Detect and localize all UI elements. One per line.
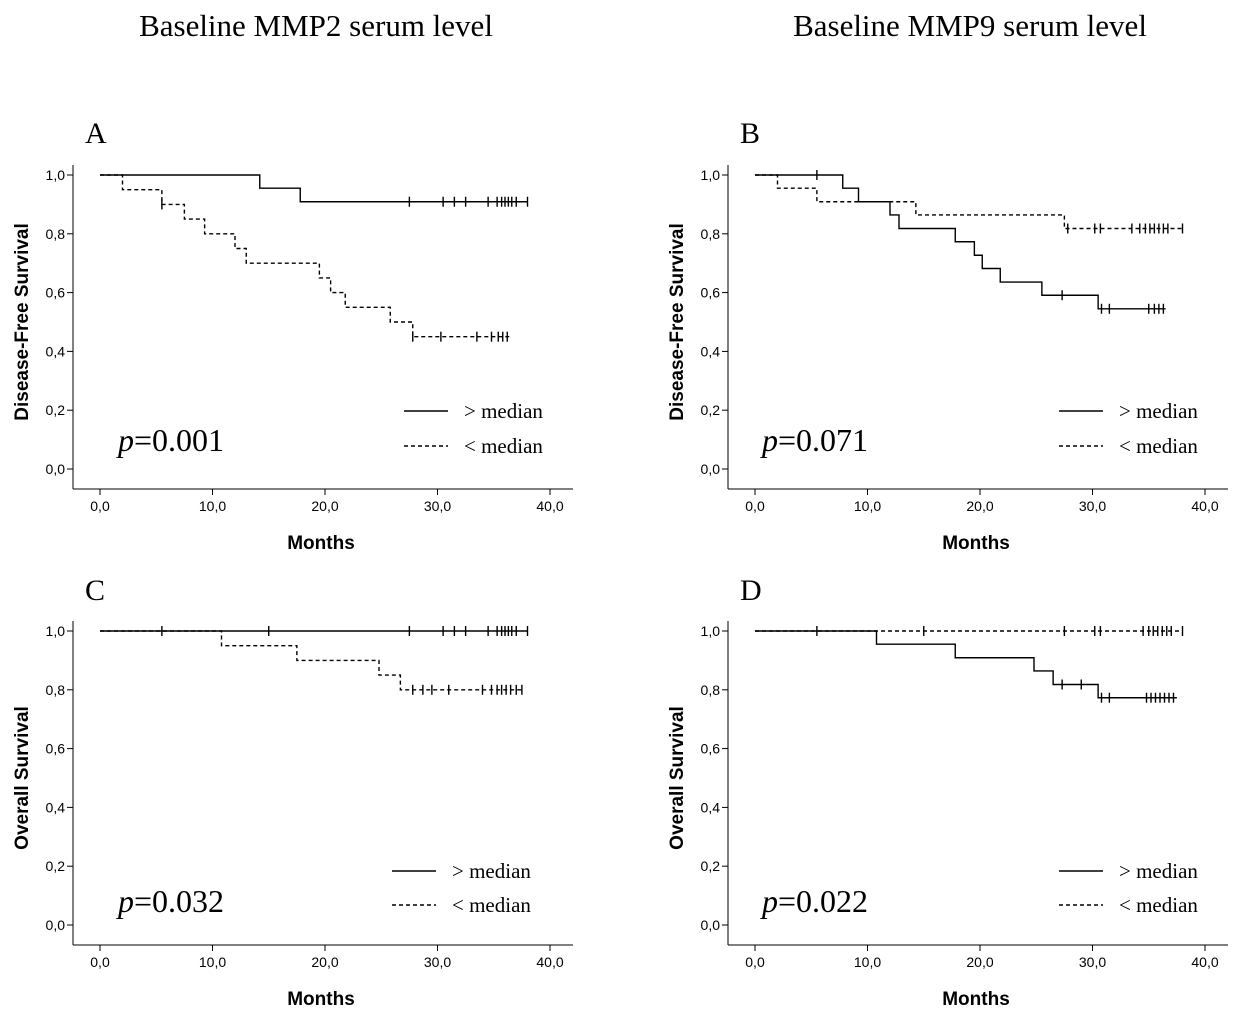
series-line-below-median	[755, 174, 1183, 230]
panel-a: A 0,0 0,2 0,4 0,6 0,8 1,0 0,0 10,0 20,0 30,0 40,0 Mo…	[12, 117, 573, 554]
x-tick-label: 0,0	[745, 954, 765, 970]
p-value: =0.032	[134, 883, 224, 919]
legend-label: < median	[1119, 434, 1198, 458]
column-title-mmp2: Baseline MMP2 serum level	[139, 8, 493, 43]
x-tick-label: 10,0	[854, 954, 881, 970]
y-tick-label: 0,2	[46, 402, 66, 418]
legend-label: > median	[452, 859, 531, 883]
p-symbol: p	[760, 883, 778, 919]
y-tick-label: 0,2	[46, 858, 66, 874]
y-tick-label: 0,8	[46, 226, 66, 242]
x-tick-label: 20,0	[311, 498, 338, 514]
p-symbol: p	[116, 422, 134, 458]
y-tick-label: 0,6	[701, 741, 721, 757]
series-line-above-median	[100, 174, 528, 203]
panel-c: C 0,0 0,2 0,4 0,6 0,8 1,0 0,0 10,0 20,0 30,0 40,0 Mo…	[12, 574, 573, 1009]
column-title-mmp9: Baseline MMP9 serum level	[793, 8, 1147, 43]
y-tick-label: 1,0	[701, 167, 721, 183]
y-tick-label: 0,0	[46, 917, 66, 933]
p-symbol: p	[116, 883, 134, 919]
x-tick-label: 20,0	[311, 954, 338, 970]
y-tick-label: 0,4	[46, 799, 66, 815]
y-tick-label: 0,6	[46, 285, 66, 301]
y-tick-label: 0,8	[701, 226, 721, 242]
legend-label: > median	[464, 399, 543, 423]
x-tick-label: 30,0	[1079, 498, 1106, 514]
y-tick-label: 0,2	[701, 402, 721, 418]
p-value: =0.071	[778, 422, 868, 458]
y-tick-label: 0,4	[701, 343, 721, 359]
x-axis-label: Months	[942, 989, 1010, 1009]
x-tick-label: 30,0	[424, 498, 451, 514]
y-tick-label: 1,0	[701, 623, 721, 639]
y-tick-label: 1,0	[46, 167, 66, 183]
p-symbol: p	[760, 422, 778, 458]
x-tick-label: 20,0	[966, 954, 993, 970]
x-tick-label: 10,0	[199, 954, 226, 970]
panel-label: B	[740, 117, 760, 150]
series-line-above-median	[755, 630, 1177, 699]
y-tick-label: 0,8	[701, 682, 721, 698]
y-tick-label: 0,8	[46, 682, 66, 698]
x-axis-label: Months	[287, 533, 355, 554]
series-line-below-median	[100, 630, 522, 691]
x-tick-label: 0,0	[745, 498, 765, 514]
panel-d: D 0,0 0,2 0,4 0,6 0,8 1,0 0,0 10,0 20,0 30,0 40,0 Mo…	[667, 574, 1228, 1009]
p-value-label: p=0.022	[760, 883, 868, 919]
x-tick-label: 40,0	[1191, 954, 1218, 970]
legend-label: < median	[452, 893, 531, 917]
legend-label: > median	[1119, 399, 1198, 423]
legend-label: < median	[1119, 893, 1198, 917]
y-tick-label: 1,0	[46, 623, 66, 639]
p-value-label: p=0.001	[116, 422, 224, 458]
panel-label: A	[85, 117, 107, 150]
y-tick-label: 0,6	[701, 285, 721, 301]
p-value: =0.022	[778, 883, 868, 919]
x-tick-label: 0,0	[90, 954, 110, 970]
y-tick-label: 0,0	[701, 917, 721, 933]
series-line-above-median	[755, 174, 1166, 310]
x-tick-label: 20,0	[966, 498, 993, 514]
y-tick-label: 0,0	[46, 461, 66, 477]
legend-label: < median	[464, 434, 543, 458]
x-tick-label: 10,0	[854, 498, 881, 514]
x-tick-label: 40,0	[536, 498, 563, 514]
x-tick-label: 10,0	[199, 498, 226, 514]
x-tick-label: 30,0	[424, 954, 451, 970]
y-axis-label: Overall Survival	[667, 706, 688, 850]
p-value-label: p=0.032	[116, 883, 224, 919]
p-value: =0.001	[134, 422, 224, 458]
y-tick-label: 0,4	[701, 799, 721, 815]
y-axis-label: Disease-Free Survival	[667, 223, 688, 421]
legend-label: > median	[1119, 859, 1198, 883]
x-tick-label: 40,0	[536, 954, 563, 970]
p-value-label: p=0.071	[760, 422, 868, 458]
y-axis-label: Disease-Free Survival	[12, 223, 33, 421]
panel-b: B 0,0 0,2 0,4 0,6 0,8 1,0 0,0 10,0 20,0 30,0 40,0 Mo…	[667, 117, 1228, 554]
y-tick-label: 0,6	[46, 741, 66, 757]
series-line-below-median	[100, 174, 511, 338]
x-tick-label: 0,0	[90, 498, 110, 514]
x-tick-label: 30,0	[1079, 954, 1106, 970]
x-tick-label: 40,0	[1191, 498, 1218, 514]
x-axis-label: Months	[942, 533, 1010, 554]
panel-label: C	[85, 574, 105, 607]
x-axis-label: Months	[287, 989, 355, 1009]
y-axis-label: Overall Survival	[12, 706, 33, 850]
y-tick-label: 0,4	[46, 343, 66, 359]
y-tick-label: 0,2	[701, 858, 721, 874]
panel-label: D	[740, 574, 762, 607]
y-tick-label: 0,0	[701, 461, 721, 477]
